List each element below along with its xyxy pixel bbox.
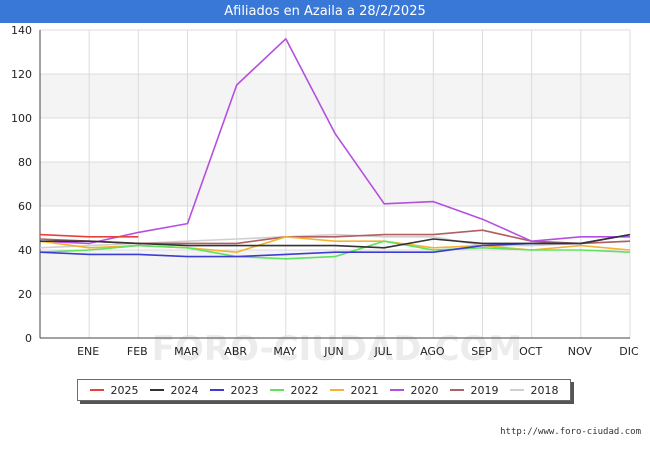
y-tick-label: 80 — [18, 156, 32, 169]
y-tick-label: 140 — [11, 24, 32, 37]
legend-item-2022: 2022 — [269, 383, 319, 397]
legend-item-2024: 2024 — [149, 383, 199, 397]
legend-item-2021: 2021 — [329, 383, 379, 397]
x-tick-label: ABR — [224, 345, 247, 358]
y-tick-label: 60 — [18, 200, 32, 213]
legend-label: 2018 — [530, 383, 559, 397]
chart-title: Afiliados en Azaila a 28/2/2025 — [0, 0, 650, 23]
legend-label: 2024 — [170, 383, 199, 397]
legend-swatch — [329, 389, 344, 391]
legend-item-2020: 2020 — [389, 383, 439, 397]
legend-swatch — [509, 389, 524, 391]
source-url: http://www.foro-ciudad.com — [500, 427, 641, 437]
legend-swatch — [269, 389, 284, 391]
series-line-2022 — [39, 240, 631, 260]
x-tick-label: MAR — [174, 345, 199, 358]
legend-swatch — [89, 389, 104, 391]
series-line-2024 — [40, 233, 631, 249]
y-tick-label: 120 — [11, 68, 32, 81]
x-tick-label: FEB — [127, 345, 148, 358]
legend-label: 2025 — [110, 383, 139, 397]
series-line-2020 — [39, 37, 630, 245]
legend-item-2025: 2025 — [89, 383, 139, 397]
x-tick-label: JUL — [373, 345, 392, 358]
x-tick-label: ENE — [77, 345, 99, 358]
x-tick-label: NOV — [568, 345, 593, 358]
x-tick-label: OCT — [519, 345, 542, 358]
legend-item-2019: 2019 — [449, 383, 499, 397]
legend-item-2018: 2018 — [509, 383, 559, 397]
legend-item-2023: 2023 — [209, 383, 259, 397]
series-line-2025 — [39, 233, 139, 238]
y-tick-label: 20 — [18, 288, 32, 301]
legend-label: 2019 — [470, 383, 499, 397]
x-tick-label: DIC — [619, 345, 639, 358]
legend-swatch — [389, 389, 404, 391]
legend-label: 2021 — [350, 383, 379, 397]
y-tick-label: 0 — [25, 332, 32, 345]
legend: 2025 2024 2023 2022 2021 2020 2019 2018 — [77, 379, 571, 401]
x-tick-label: JUN — [323, 345, 344, 358]
legend-label: 2020 — [410, 383, 439, 397]
legend-label: 2022 — [290, 383, 319, 397]
legend-swatch — [149, 389, 164, 391]
legend-swatch — [449, 389, 464, 391]
legend-swatch — [209, 389, 224, 391]
watermark-text: FORO-CIUDAD.COM — [152, 329, 523, 369]
y-tick-label: 100 — [11, 112, 32, 125]
legend-label: 2023 — [230, 383, 259, 397]
y-tick-label: 40 — [18, 244, 32, 257]
x-tick-label: MAY — [273, 345, 296, 358]
x-tick-label: AGO — [420, 345, 445, 358]
x-tick-label: SEP — [471, 345, 492, 358]
